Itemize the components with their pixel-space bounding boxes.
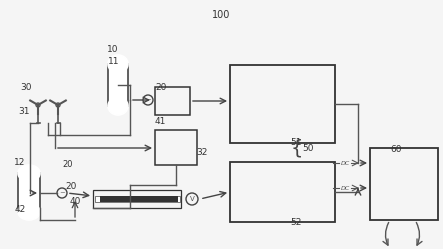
- Text: 30: 30: [20, 83, 31, 92]
- Text: 11: 11: [108, 57, 120, 66]
- Text: 50: 50: [302, 143, 314, 152]
- Bar: [100, 196, 178, 202]
- Text: DC: DC: [340, 161, 350, 166]
- Bar: [95, 196, 180, 202]
- Text: 60: 60: [390, 145, 401, 154]
- Ellipse shape: [108, 97, 128, 115]
- Text: 20: 20: [65, 182, 76, 191]
- Bar: [230, 65, 335, 143]
- Bar: [230, 162, 335, 222]
- Ellipse shape: [18, 203, 40, 220]
- Bar: [155, 130, 197, 165]
- Text: V: V: [190, 196, 194, 202]
- Text: DC: DC: [340, 186, 350, 190]
- Text: 10: 10: [107, 45, 118, 54]
- Ellipse shape: [18, 165, 40, 182]
- Text: ~: ~: [145, 97, 151, 103]
- Bar: [93, 190, 181, 208]
- Bar: [108, 64, 128, 106]
- Text: 31: 31: [18, 107, 30, 116]
- Text: 41: 41: [155, 117, 167, 126]
- Text: {: {: [291, 138, 303, 158]
- Bar: [18, 173, 40, 212]
- Text: 42: 42: [15, 205, 26, 214]
- Text: 32: 32: [196, 148, 207, 157]
- Bar: [370, 148, 438, 220]
- Text: 51: 51: [290, 138, 302, 147]
- Text: 40: 40: [70, 197, 82, 206]
- Text: 100: 100: [212, 10, 230, 20]
- Text: ~: ~: [59, 190, 65, 196]
- Text: 20: 20: [62, 160, 73, 169]
- Text: 12: 12: [14, 158, 25, 167]
- Ellipse shape: [108, 55, 128, 73]
- Text: 52: 52: [290, 218, 301, 227]
- Text: 20: 20: [155, 83, 167, 92]
- Bar: [155, 87, 190, 115]
